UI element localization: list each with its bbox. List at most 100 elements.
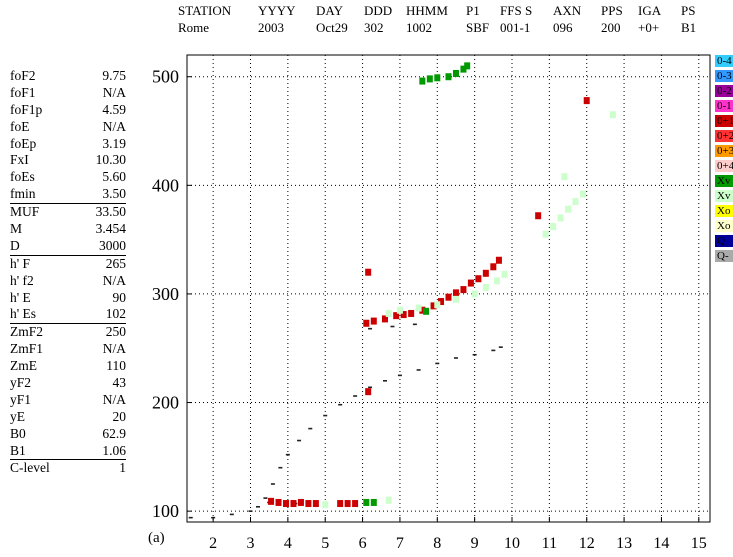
header-value: 001-1: [500, 20, 531, 35]
legend-item: Q-: [715, 250, 733, 262]
param-name: fmin: [10, 186, 36, 202]
legend-item: Xo: [715, 220, 733, 232]
data-point: [268, 497, 275, 505]
data-point: [419, 306, 426, 314]
param-name: h' F: [10, 255, 31, 271]
x-tick-label: 5: [321, 535, 329, 552]
data-point: [363, 319, 370, 327]
param-row: foF1p 4.59: [10, 102, 126, 119]
param-name: B0: [10, 425, 26, 441]
param-row: MUF 33.50: [10, 203, 126, 221]
header-column: PPS 200: [601, 2, 623, 36]
header-label: DDD: [364, 3, 393, 18]
data-point: [452, 289, 459, 297]
y-tick-label: 200: [152, 393, 179, 413]
param-value: 20: [112, 408, 127, 424]
param-value: 1: [119, 460, 126, 476]
param-name: foEp: [10, 135, 37, 151]
param-row: yF2 43: [10, 375, 126, 392]
header-label: PS: [681, 3, 696, 18]
param-name: h' E: [10, 289, 31, 305]
param-row: FxI 10.30: [10, 152, 126, 169]
data-point: [412, 323, 417, 326]
x-tick-label: 10: [504, 535, 520, 552]
x-tick-label: 2: [209, 535, 217, 552]
param-row: h' E 90: [10, 290, 126, 307]
y-tick-label: 100: [152, 501, 179, 521]
param-value: 43: [112, 375, 127, 391]
data-point: [365, 388, 372, 396]
data-point: [475, 275, 482, 283]
grid-lines: [187, 55, 710, 522]
param-row: M 3.454: [10, 221, 126, 238]
header-column: PS B1: [681, 2, 696, 36]
data-point: [561, 173, 568, 181]
data-point: [363, 498, 370, 506]
data-point: [490, 263, 497, 271]
param-name: ZmF2: [10, 324, 44, 340]
x-tick-label: 7: [396, 535, 404, 552]
param-value: N/A: [102, 272, 126, 288]
legend-item: Xo: [715, 205, 733, 217]
data-point: [352, 500, 359, 508]
data-point: [385, 496, 392, 504]
data-point: [550, 223, 557, 231]
data-point: [430, 302, 437, 310]
param-row: B1 1.06: [10, 443, 126, 460]
param-name: D: [10, 237, 20, 253]
param-value: N/A: [102, 341, 126, 357]
param-value: 10.30: [95, 152, 126, 168]
data-point: [370, 317, 377, 325]
data-point: [344, 500, 351, 508]
data-point: [423, 307, 430, 315]
param-name: ZmE: [10, 358, 37, 374]
header-value: +0+: [638, 20, 660, 35]
data-point: [255, 505, 260, 508]
x-tick-label: 11: [542, 535, 557, 552]
header-label: P1: [466, 3, 480, 18]
data-point: [445, 293, 452, 301]
data-point: [434, 301, 441, 309]
param-value: 250: [105, 324, 126, 340]
param-value: 110: [106, 358, 126, 374]
y-axis: 100 200 300 400 500: [152, 67, 192, 521]
param-value: N/A: [102, 118, 126, 134]
data-point: [453, 357, 458, 359]
param-name: foF2: [10, 68, 36, 83]
param-row: B0 62.9: [10, 426, 126, 443]
x-tick-label: 3: [247, 535, 255, 552]
header-column: IGA +0+: [638, 2, 661, 36]
header-column: YYYY 2003: [258, 2, 296, 36]
legend-item: 0-3: [715, 70, 733, 82]
data-point: [535, 212, 542, 220]
header-value: 302: [364, 20, 384, 35]
param-value: N/A: [102, 391, 126, 407]
data-marks: [188, 62, 616, 519]
data-point: [491, 349, 496, 352]
param-row: C-level 1: [10, 459, 126, 477]
data-point: [337, 500, 344, 508]
header-value: Rome: [178, 20, 210, 35]
data-point: [472, 353, 477, 356]
x-tick-label: 4: [284, 535, 292, 552]
data-point: [338, 403, 343, 406]
data-point: [188, 516, 193, 519]
legend-item: 0+2: [715, 130, 733, 142]
data-point: [368, 327, 373, 330]
param-row: h' f2 N/A: [10, 273, 126, 290]
legend-item: Xv: [715, 190, 733, 202]
param-value: 5.60: [102, 169, 126, 185]
data-point: [282, 500, 289, 508]
data-point: [285, 453, 290, 456]
header-label: IGA: [638, 3, 662, 18]
param-value: 33.50: [95, 204, 126, 220]
data-point: [426, 75, 433, 83]
data-point: [482, 283, 489, 291]
legend: 0-4 0-3 0-2 0-1 0+1 0+2 0+3 0+4 Xv Xv Xo Xo Q Q-: [715, 55, 733, 265]
param-row: ZmE 110: [10, 358, 126, 375]
data-point: [248, 510, 253, 512]
param-name: FxI: [10, 152, 29, 168]
data-point: [452, 295, 459, 303]
header-column: DDD 302: [364, 2, 392, 36]
